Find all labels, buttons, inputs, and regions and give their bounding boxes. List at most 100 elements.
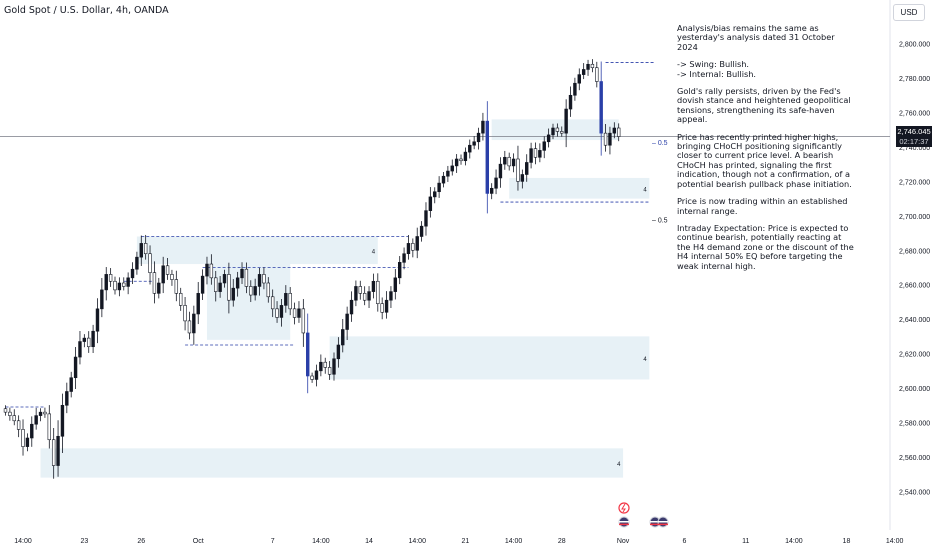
candle-body [157,282,161,294]
candle-body [244,268,249,287]
candle-body [419,225,424,237]
y-tick-label: 2,720.000 [899,179,930,186]
candle-body [170,274,174,280]
y-tick-label: 2,540.000 [899,489,930,496]
candle-body [275,308,279,318]
candle-body [297,308,301,318]
note-paragraph: Price is now trading within an establish… [677,196,848,216]
candle-body [520,174,525,182]
candle-body [542,141,546,151]
us-flag-event-icon[interactable] [618,516,630,528]
candle-body [402,253,406,263]
candle-body [95,308,100,332]
candle-body [332,358,336,375]
candle-body [69,377,73,392]
candle-body [437,182,441,193]
candle-body [187,320,192,334]
candle-body [503,156,507,165]
candle-body [222,274,227,284]
candle-body [454,158,459,167]
y-tick-label: 2,560.000 [899,455,930,462]
y-tick-label: 2,660.000 [899,283,930,290]
candle-body [472,141,476,146]
us-flag-event-icon[interactable] [649,516,661,528]
candle-body [327,367,332,375]
candle-body [30,423,34,439]
candle-body [174,279,179,294]
candle-body [599,81,603,134]
candle-body [161,265,165,284]
candle-body [262,274,266,284]
candle-body [135,256,139,270]
x-tick-label: 14:00 [14,538,32,545]
candle-body [47,413,52,441]
zone-tag: 4 [372,249,376,255]
y-tick-label: 2,640.000 [899,317,930,324]
candle-body [516,158,520,182]
candle-body [424,210,428,227]
x-tick-label: 7 [271,538,275,545]
candle-body [428,196,433,211]
candle-body [529,148,533,163]
candle-body [65,391,69,406]
candle-body [148,253,152,273]
candle-body [34,415,38,425]
candle-body [38,411,43,416]
demand-zone [40,448,624,478]
candle-body [306,332,310,377]
currency-button[interactable]: USD [893,4,925,21]
candle-body [227,274,231,301]
candle-body [494,177,498,189]
y-tick-label: 2,680.000 [899,248,930,255]
candle-body [577,74,581,84]
x-tick-label: 14:00 [312,538,330,545]
candle-body [87,337,91,348]
candle-body [192,313,196,334]
candle-body [362,293,367,301]
candle-body [152,272,157,294]
candle-body [507,156,511,167]
candle-body [301,308,306,334]
candle-body [314,370,319,380]
supply-zone [136,236,378,265]
candle-body [139,243,143,258]
candle-body [82,337,87,342]
candle-body [358,286,362,294]
zone-tag: 4 [643,357,647,363]
y-axis-ticks: 2,800.000 2,780.000 2,760.000 2,740.000 2,72… [899,42,930,497]
candle-body [459,158,463,162]
x-axis-ticks: 14:00 23 26 Oct 7 14:00 14 14:00 21 14:00 28 Nov 6 11… [14,538,903,545]
candle-body [481,120,485,134]
candle-body [108,274,113,282]
candle-body [603,132,608,146]
chart-title: Gold Spot / U.S. Dollar, 4h, OANDA [4,5,169,16]
candle-body [209,263,214,279]
candle-body [384,299,389,313]
candle-body [336,344,341,360]
zones-layer: 444444 [40,119,650,478]
candle-body [533,148,538,158]
candle-body [546,134,551,143]
note-paragraph: Analysis/bias remains the same as yester… [677,23,835,52]
current-price-tag: 2,746.045 02:17:37 [896,126,932,147]
note-paragraph: Gold's rally persists, driven by the Fed… [677,86,851,125]
candle-body [91,330,95,348]
candle-body [179,293,183,306]
candle-body [463,151,468,162]
candle-body [196,293,200,315]
note-paragraph: Price has recently printed higher highs,… [677,131,852,189]
eq-labels: – 0.5 – 0.5 [652,140,668,225]
candle-body [73,356,78,379]
candle-body [165,265,170,275]
candle-body [143,243,148,255]
us-flag-event-icon[interactable] [657,516,669,528]
candle-body [117,282,122,291]
candle-body [525,162,529,175]
candle-body [595,67,599,82]
candle-body [319,361,323,372]
lightning-event-icon[interactable] [618,502,630,514]
candle-body [406,243,411,255]
supply-zone [491,119,619,141]
x-tick-label: 14:00 [408,538,426,545]
